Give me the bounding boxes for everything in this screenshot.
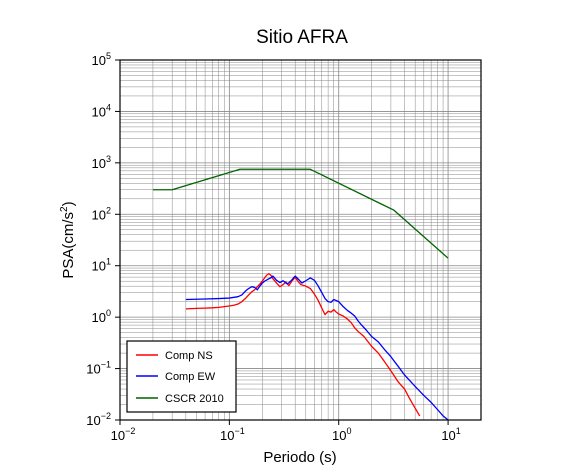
series-line-2 [152,168,449,259]
x-tick-label: 101 [441,426,460,443]
chart-title: Sitio AFRA [256,27,348,48]
y-tick-label: 102 [92,205,111,222]
y-tick-label: 101 [92,257,111,274]
x-tick-label: 10−2 [111,426,136,443]
y-tick-label: 105 [92,51,111,68]
y-axis-label: PSA(cm/s2) [59,201,77,278]
plot-frame [119,59,482,421]
x-tick-label: 100 [332,426,351,443]
y-tick-label: 103 [92,154,111,171]
series-line-1 [185,275,449,421]
legend: Comp NS Comp EW CSCR 2010 [126,340,237,413]
grid [119,59,482,421]
legend-label-cscr: CSCR 2010 [165,393,224,405]
series-line-0 [185,273,421,417]
x-axis-label: Periodo (s) [263,449,336,466]
legend-label-ns: Comp NS [165,350,213,362]
axis-ticks: 10−2 10−1 100 101 10−2 10−1 100 101 102 103 104 105 [86,51,461,443]
y-tick-label: 10−1 [86,360,111,377]
x-tick-label: 10−1 [220,426,245,443]
y-tick-label: 10−2 [86,411,111,428]
y-tick-label: 100 [92,308,111,325]
series-lines [152,168,449,421]
legend-label-ew: Comp EW [165,371,216,383]
y-tick-label: 104 [92,102,111,119]
